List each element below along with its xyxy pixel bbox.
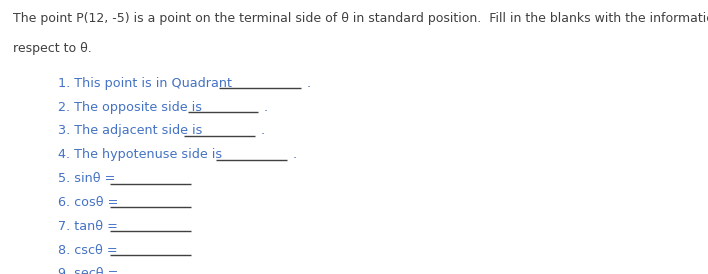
Text: 8. cscθ =: 8. cscθ = [58, 244, 118, 256]
Text: 1. This point is in Quadrant: 1. This point is in Quadrant [58, 77, 232, 90]
Text: .: . [307, 77, 311, 90]
Text: 6. cosθ =: 6. cosθ = [58, 196, 118, 209]
Text: .: . [264, 101, 268, 113]
Text: 4. The hypotenuse side is: 4. The hypotenuse side is [58, 148, 222, 161]
Text: 7. tanθ =: 7. tanθ = [58, 220, 118, 233]
Text: .: . [292, 148, 297, 161]
Text: 3. The adjacent side is: 3. The adjacent side is [58, 124, 202, 137]
Text: respect to θ.: respect to θ. [13, 42, 91, 55]
Text: .: . [261, 124, 265, 137]
Text: The point P(12, -5) is a point on the terminal side of θ in standard position.  : The point P(12, -5) is a point on the te… [13, 12, 708, 25]
Text: 2. The opposite side is: 2. The opposite side is [58, 101, 202, 113]
Text: 5. sinθ =: 5. sinθ = [58, 172, 115, 185]
Text: 9. secθ =: 9. secθ = [58, 267, 118, 274]
